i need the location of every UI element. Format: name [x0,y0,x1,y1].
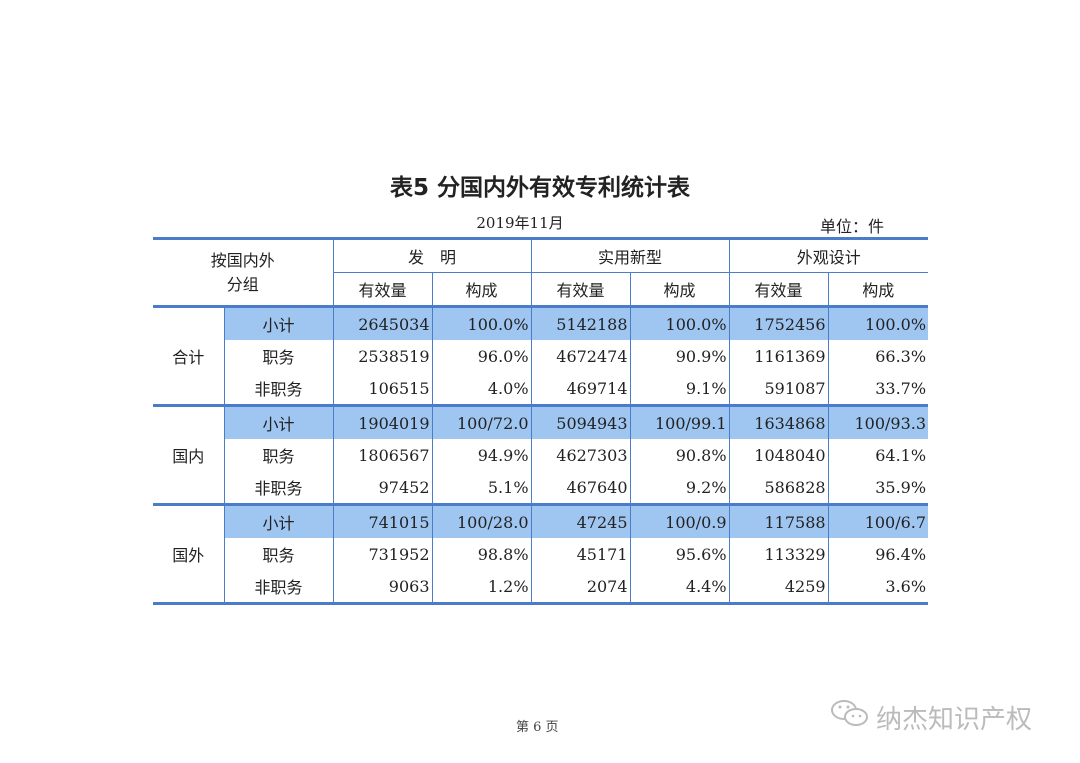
patent-statistics-table: 按国内外 分组 发 明 实用新型 外观设计 有效量 构成 有效量 构成 有效量 构成 合计… [153,237,929,605]
header-group-line1: 按国内外 [210,250,275,270]
share-cell: 90.9% [629,340,730,372]
row-label: 职务 [223,538,334,570]
share-cell: 100.0% [629,305,730,340]
share-cell: 100/6.7 [827,503,929,538]
watermark-text: 纳杰知识产权 [876,705,1033,735]
count-cell: 45171 [530,538,631,570]
page-number: 第 6 页 [516,720,559,735]
row-label: 非职务 [223,570,334,605]
count-cell: 1161369 [728,340,829,372]
count-cell: 5142188 [530,305,631,340]
header-group-line2: 分组 [226,274,259,294]
count-cell: 586828 [728,471,829,505]
table-row: 合计 小计 2645034 100.0% 5142188 100.0% 1752456 100… [153,305,929,406]
subheader-count: 有效量 [530,272,631,307]
row-label: 小计 [223,305,334,340]
share-cell: 98.8% [431,538,532,570]
group-label: 合计 [153,305,224,406]
count-cell: 467640 [530,471,631,505]
subheader-share: 构成 [629,272,730,307]
share-cell: 35.9% [827,471,929,505]
share-cell: 66.3% [827,340,929,372]
count-cell: 113329 [728,538,829,570]
share-cell: 100/93.3 [827,404,929,439]
share-cell: 95.6% [629,538,730,570]
share-cell: 94.9% [431,439,532,471]
header-design: 外观设计 [728,237,929,273]
share-cell: 9.1% [629,372,730,406]
count-cell: 741015 [332,503,433,538]
share-cell: 100.0% [827,305,929,340]
row-label: 非职务 [223,471,334,505]
row-label: 职务 [223,439,334,471]
count-cell: 1634868 [728,404,829,439]
count-cell: 469714 [530,372,631,406]
share-cell: 100/0.9 [629,503,730,538]
table-row: 非职务 9063 1.2% 2074 4.4% 4259 3.6% [153,570,929,605]
table-row: 职务 731952 98.8% 45171 95.6% 113329 96.4% [153,538,929,570]
share-cell: 96.0% [431,340,532,372]
row-label: 非职务 [223,372,334,406]
table-row: 国内 小计 1904019 100/72.0 5094943 100/99.1 163486… [153,404,929,505]
share-cell: 100/99.1 [629,404,730,439]
share-cell: 96.4% [827,538,929,570]
row-label: 职务 [223,340,334,372]
table-date: 2019年11月 [476,214,564,232]
subheader-share: 构成 [827,272,929,307]
header-utility-model: 实用新型 [530,237,730,273]
watermark: 纳杰知识产权 [830,698,1032,737]
table-row: 国外 小计 741015 100/28.0 47245 100/0.9 117588 100/… [153,503,929,605]
row-label: 小计 [223,404,334,439]
table-row: 职务 2538519 96.0% 4672474 90.9% 1161369 66.3% [153,340,929,372]
count-cell: 5094943 [530,404,631,439]
count-cell: 1806567 [332,439,433,471]
share-cell: 4.0% [431,372,532,406]
share-cell: 9.2% [629,471,730,505]
table-row: 职务 1806567 94.9% 4627303 90.8% 1048040 64.1% [153,439,929,471]
table-title: 表5 分国内外有效专利统计表 [389,175,690,201]
row-label: 小计 [223,503,334,538]
share-cell: 100/28.0 [431,503,532,538]
count-cell: 47245 [530,503,631,538]
subheader-count: 有效量 [332,272,433,307]
table-unit: 单位：件 [820,217,885,236]
count-cell: 731952 [332,538,433,570]
table-row: 非职务 106515 4.0% 469714 9.1% 591087 33.7% [153,372,929,406]
share-cell: 33.7% [827,372,929,406]
share-cell: 1.2% [431,570,532,605]
group-label: 国内 [153,404,224,505]
count-cell: 1752456 [728,305,829,340]
subheader-count: 有效量 [728,272,829,307]
share-cell: 64.1% [827,439,929,471]
count-cell: 591087 [728,372,829,406]
subheader-share: 构成 [431,272,532,307]
share-cell: 100.0% [431,305,532,340]
wechat-icon [830,698,870,737]
count-cell: 117588 [728,503,829,538]
count-cell: 1048040 [728,439,829,471]
count-cell: 97452 [332,471,433,505]
header-group: 按国内外 分组 [153,237,334,307]
share-cell: 5.1% [431,471,532,505]
count-cell: 2074 [530,570,631,605]
count-cell: 4627303 [530,439,631,471]
share-cell: 90.8% [629,439,730,471]
count-cell: 1904019 [332,404,433,439]
group-label: 国外 [153,503,224,605]
share-cell: 3.6% [827,570,929,605]
count-cell: 9063 [332,570,433,605]
count-cell: 4672474 [530,340,631,372]
header-invention: 发 明 [332,237,532,273]
share-cell: 4.4% [629,570,730,605]
count-cell: 106515 [332,372,433,406]
count-cell: 2645034 [332,305,433,340]
table-row: 非职务 97452 5.1% 467640 9.2% 586828 35.9% [153,471,929,505]
count-cell: 4259 [728,570,829,605]
count-cell: 2538519 [332,340,433,372]
share-cell: 100/72.0 [431,404,532,439]
